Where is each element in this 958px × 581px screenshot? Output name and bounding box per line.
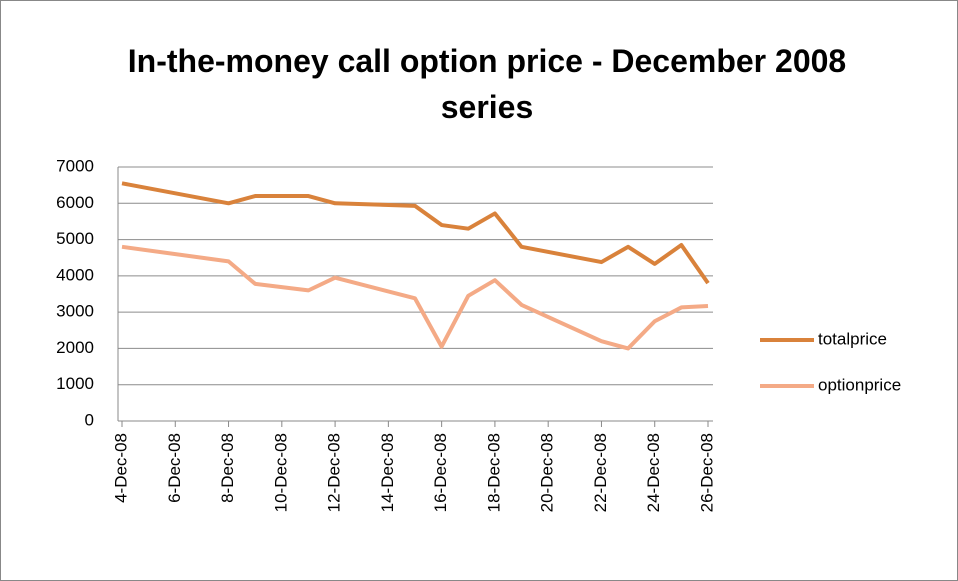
x-tick-label: 6-Dec-08	[165, 433, 184, 503]
x-tick-label: 26-Dec-08	[697, 433, 716, 512]
x-tick-label: 16-Dec-08	[431, 433, 450, 512]
x-tick-label: 14-Dec-08	[378, 433, 397, 512]
y-tick-label: 2000	[56, 338, 94, 357]
x-tick-label: 10-Dec-08	[271, 433, 290, 512]
x-tick-label: 8-Dec-08	[218, 433, 237, 503]
y-tick-label: 1000	[56, 374, 94, 393]
y-tick-label: 6000	[56, 193, 94, 212]
chart-title: In-the-money call option price - Decembe…	[127, 43, 847, 125]
x-tick-label: 24-Dec-08	[644, 433, 663, 512]
y-tick-label: 7000	[56, 156, 94, 175]
x-tick-label: 22-Dec-08	[591, 433, 610, 512]
x-tick-label: 4-Dec-08	[111, 433, 130, 503]
line-series	[121, 244, 709, 351]
legend-label: totalprice	[818, 329, 887, 348]
line-series	[121, 181, 710, 285]
y-tick-label: 0	[85, 410, 94, 429]
y-tick-label: 3000	[56, 302, 94, 321]
y-tick-label: 4000	[56, 265, 94, 284]
x-tick-label: 18-Dec-08	[484, 433, 503, 512]
x-tick-label: 12-Dec-08	[325, 433, 344, 512]
legend-label: optionprice	[818, 375, 901, 394]
x-tick-label: 20-Dec-08	[538, 433, 557, 512]
y-tick-label: 5000	[56, 229, 94, 248]
